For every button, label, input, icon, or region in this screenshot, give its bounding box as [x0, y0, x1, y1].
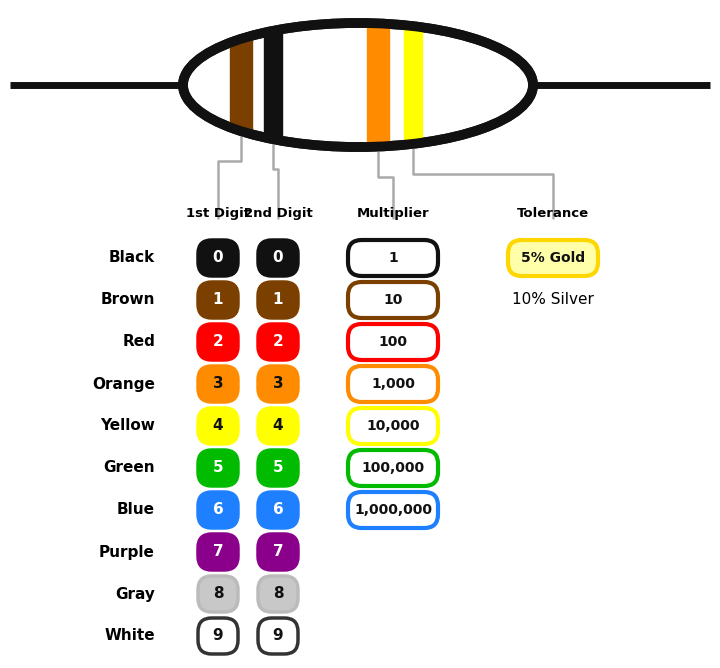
FancyBboxPatch shape: [258, 282, 298, 318]
Text: 1: 1: [388, 251, 398, 265]
Text: 8: 8: [273, 587, 283, 601]
Text: Yellow: Yellow: [100, 418, 155, 434]
Text: 3: 3: [212, 377, 223, 391]
FancyBboxPatch shape: [348, 324, 438, 360]
Text: Gray: Gray: [115, 587, 155, 601]
Text: 5: 5: [212, 460, 223, 476]
Text: 3: 3: [273, 377, 283, 391]
Text: 1,000: 1,000: [371, 377, 415, 391]
Text: 7: 7: [212, 544, 223, 560]
FancyBboxPatch shape: [258, 492, 298, 528]
FancyBboxPatch shape: [348, 492, 438, 528]
Text: 1st Digit: 1st Digit: [186, 207, 250, 220]
Text: 5% Gold: 5% Gold: [521, 251, 585, 265]
Text: 4: 4: [212, 418, 223, 434]
FancyBboxPatch shape: [198, 282, 238, 318]
Text: Blue: Blue: [117, 502, 155, 518]
Text: 7: 7: [273, 544, 283, 560]
FancyBboxPatch shape: [258, 366, 298, 402]
Text: 1: 1: [273, 293, 283, 307]
Text: 1: 1: [212, 293, 223, 307]
FancyBboxPatch shape: [198, 366, 238, 402]
Text: 0: 0: [273, 250, 283, 265]
Text: 2: 2: [212, 335, 223, 349]
Bar: [230, 39, 252, 131]
Text: 10% Silver: 10% Silver: [512, 293, 594, 307]
Text: Orange: Orange: [92, 377, 155, 391]
FancyBboxPatch shape: [258, 324, 298, 360]
FancyBboxPatch shape: [348, 240, 438, 276]
Bar: [404, 26, 422, 144]
FancyBboxPatch shape: [198, 408, 238, 444]
FancyBboxPatch shape: [348, 408, 438, 444]
Text: 9: 9: [212, 629, 223, 643]
Text: 8: 8: [212, 587, 223, 601]
Text: Purple: Purple: [99, 544, 155, 560]
Text: White: White: [104, 629, 155, 643]
FancyBboxPatch shape: [348, 366, 438, 402]
Text: Red: Red: [122, 335, 155, 349]
FancyBboxPatch shape: [258, 576, 298, 612]
Text: 10: 10: [383, 293, 402, 307]
Text: Tolerance: Tolerance: [517, 207, 589, 220]
FancyBboxPatch shape: [348, 450, 438, 486]
Text: 9: 9: [273, 629, 283, 643]
Text: 0: 0: [212, 250, 223, 265]
FancyBboxPatch shape: [198, 618, 238, 654]
Text: 6: 6: [273, 502, 284, 518]
Text: Black: Black: [109, 250, 155, 265]
Ellipse shape: [183, 23, 533, 147]
FancyBboxPatch shape: [258, 408, 298, 444]
FancyBboxPatch shape: [198, 492, 238, 528]
FancyBboxPatch shape: [198, 450, 238, 486]
Bar: [264, 31, 282, 139]
Text: Green: Green: [104, 460, 155, 476]
Text: 2nd Digit: 2nd Digit: [243, 207, 312, 220]
FancyBboxPatch shape: [258, 534, 298, 570]
FancyBboxPatch shape: [198, 534, 238, 570]
FancyBboxPatch shape: [258, 240, 298, 276]
Text: 100: 100: [379, 335, 408, 349]
FancyBboxPatch shape: [258, 618, 298, 654]
Text: 2: 2: [273, 335, 284, 349]
FancyBboxPatch shape: [508, 240, 598, 276]
FancyBboxPatch shape: [258, 450, 298, 486]
Bar: [367, 23, 389, 146]
FancyBboxPatch shape: [198, 240, 238, 276]
FancyBboxPatch shape: [198, 324, 238, 360]
Text: 6: 6: [212, 502, 223, 518]
Text: 10,000: 10,000: [366, 419, 420, 433]
Text: 5: 5: [273, 460, 283, 476]
FancyBboxPatch shape: [348, 282, 438, 318]
Text: 4: 4: [273, 418, 283, 434]
FancyBboxPatch shape: [198, 576, 238, 612]
Text: 100,000: 100,000: [361, 461, 425, 475]
Text: Multiplier: Multiplier: [356, 207, 429, 220]
Text: 1,000,000: 1,000,000: [354, 503, 432, 517]
Text: Brown: Brown: [101, 293, 155, 307]
